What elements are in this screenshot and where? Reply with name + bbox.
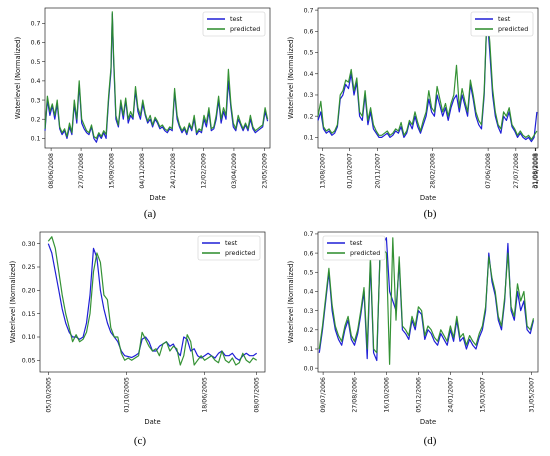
y-tick-label: 0.7 (31, 21, 41, 28)
y-tick-label: 0.2 (304, 327, 314, 334)
legend-label-predicted: predicted (350, 249, 380, 257)
legend-label-predicted: predicted (230, 25, 260, 33)
panel-label: (c) (134, 435, 147, 447)
x-tick-label: 16/10/2006 (383, 377, 390, 413)
y-tick-label: 0.10 (22, 334, 36, 341)
x-tick-label: 28/02/2008 (430, 153, 437, 189)
legend-box (202, 11, 266, 37)
x-tick-label: 09/07/2006 (320, 377, 327, 413)
panel-label: (b) (424, 208, 437, 220)
y-tick-label: 0.4 (304, 289, 314, 296)
y-tick-label: 0.0 (304, 365, 314, 372)
x-tick-label: 03/04/2009 (231, 153, 238, 189)
y-tick-label: 0.25 (22, 264, 36, 271)
legend-label-test: test (225, 239, 238, 247)
legend: test predicted (322, 235, 386, 261)
legend-box (470, 11, 534, 37)
y-tick-label: 0.3 (304, 92, 314, 99)
chart-panel-3: 0.05 0.10 0.15 0.20 0.25 0.30 05/10/2005 01/10/… (9, 231, 266, 447)
panel-label: (d) (424, 435, 437, 447)
x-tick-label: 01/10/2007 (347, 153, 354, 189)
x-axis-label: Date (144, 418, 160, 426)
x-tick-label: 01/09/2008 (533, 153, 540, 189)
panel-label: (a) (144, 208, 157, 220)
x-tick-label: 20/11/2007 (374, 153, 381, 189)
x-axis-label: Date (420, 194, 436, 202)
chart-panel-2: 0.1 0.2 0.3 0.4 0.5 0.6 0.7 13/08/2007 01/10/200… (287, 7, 540, 220)
y-tick-label: 0.1 (31, 136, 41, 143)
y-tick-label: 0.2 (31, 116, 41, 123)
y-tick-label: 0.5 (304, 269, 314, 276)
y-tick-label: 0.4 (304, 71, 314, 78)
series-line-test (317, 13, 538, 143)
y-tick-label: 0.15 (22, 311, 36, 318)
x-tick-label: 08/07/2005 (254, 377, 261, 413)
y-tick-label: 0.6 (31, 40, 41, 47)
y-tick-label: 0.3 (31, 97, 41, 104)
y-tick-label: 0.2 (304, 113, 314, 120)
y-tick-label: 0.20 (22, 288, 36, 295)
series-line-predicted (317, 11, 538, 141)
y-axis-label: Waterlevel (Normalized) (287, 37, 295, 120)
x-tick-label: 15/09/2008 (109, 153, 116, 189)
y-axis-label: Waterlevel (Normalized) (14, 37, 22, 120)
y-tick-label: 0.6 (304, 250, 314, 257)
y-tick-label: 0.5 (31, 59, 41, 66)
legend-box (322, 235, 386, 261)
legend-label-test: test (350, 239, 363, 247)
x-tick-label: 04/11/2008 (139, 153, 146, 189)
y-axis-label: Waterlevel (Normalized) (9, 261, 17, 344)
legend: test predicted (197, 235, 261, 261)
x-tick-label: 24/01/2007 (447, 377, 454, 413)
y-tick-label: 0.05 (22, 358, 36, 365)
x-tick-label: 27/08/2006 (351, 377, 358, 413)
series-line-predicted (318, 237, 535, 365)
x-axis-label: Date (420, 418, 436, 426)
legend-label-test: test (498, 15, 511, 23)
x-tick-label: 15/03/2007 (479, 377, 486, 413)
x-tick-label: 27/07/2008 (78, 153, 85, 189)
x-tick-label: 31/05/2007 (529, 377, 536, 413)
x-axis-label: Date (149, 194, 165, 202)
y-tick-label: 0.7 (304, 7, 314, 14)
x-tick-label: 13/08/2007 (319, 153, 326, 189)
x-tick-label: 18/06/2005 (202, 377, 209, 413)
x-tick-label: 07/06/2008 (485, 153, 492, 189)
series-line-predicted (47, 236, 258, 366)
y-tick-label: 0.6 (304, 29, 314, 36)
x-tick-label: 01/10/2005 (123, 377, 130, 413)
y-tick-label: 0.4 (31, 78, 41, 85)
y-tick-label: 0.1 (304, 135, 314, 142)
y-tick-label: 0.7 (304, 231, 314, 238)
x-tick-label: 08/06/2008 (48, 153, 55, 189)
y-tick-label: 0.5 (304, 50, 314, 57)
x-tick-label: 05/12/2006 (415, 377, 422, 413)
x-tick-label: 24/12/2008 (170, 153, 177, 189)
y-axis-label: Waterlevel (Normalized) (287, 261, 295, 344)
legend-label-predicted: predicted (225, 249, 255, 257)
series-line-predicted (44, 11, 269, 139)
legend: test predicted (470, 11, 534, 37)
chart-panel-4: 0.0 0.1 0.2 0.3 0.4 0.5 0.6 0.7 09/07/2006 27/08/… (287, 231, 539, 447)
x-tick-label: 05/10/2005 (45, 377, 52, 413)
legend-label-predicted: predicted (498, 25, 528, 33)
y-tick-label: 0.3 (304, 308, 314, 315)
x-tick-label: 23/05/2009 (261, 153, 268, 189)
legend-label-test: test (230, 15, 243, 23)
y-tick-label: 0.30 (22, 241, 36, 248)
legend: test predicted (202, 11, 266, 37)
y-tick-label: 0.1 (304, 346, 314, 353)
x-tick-label: 27/07/2008 (513, 153, 520, 189)
x-tick-label: 31/08/2008 (532, 153, 539, 189)
legend-box (197, 235, 261, 261)
chart-panel-1: 0.1 0.2 0.3 0.4 0.5 0.6 0.7 08/06/2008 27/07/200… (14, 7, 271, 220)
x-tick-label: 12/02/2009 (200, 153, 207, 189)
